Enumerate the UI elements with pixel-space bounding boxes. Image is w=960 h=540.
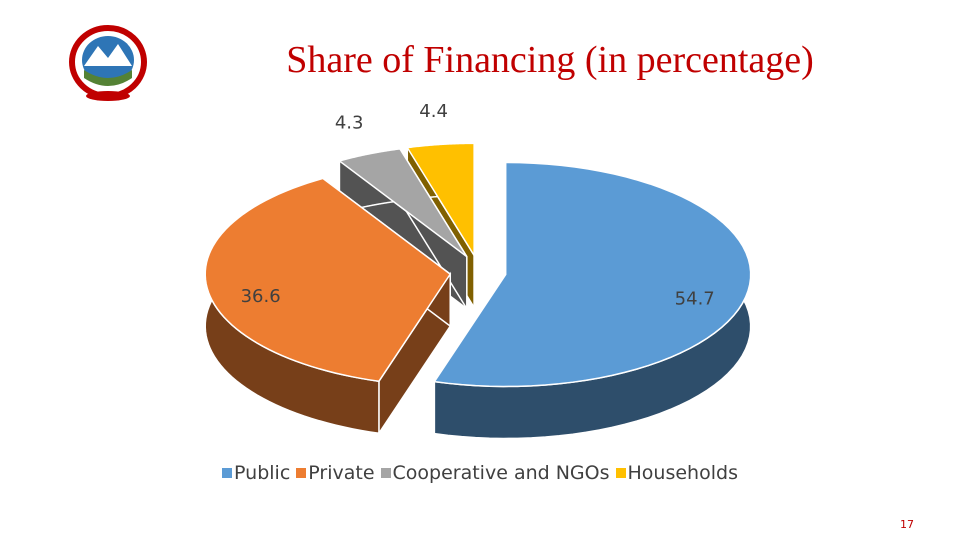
data-label: 36.6 bbox=[241, 286, 281, 307]
legend-item: Private bbox=[296, 462, 375, 484]
legend: Public Private Cooperative and NGOs Househo… bbox=[0, 462, 960, 484]
slice bbox=[406, 142, 475, 258]
legend-item: Cooperative and NGOs bbox=[380, 462, 610, 484]
data-label: 4.4 bbox=[419, 101, 448, 122]
legend-swatch bbox=[615, 468, 626, 478]
legend-item: Households bbox=[615, 462, 738, 484]
legend-label: Private bbox=[308, 462, 375, 484]
slice bbox=[433, 161, 752, 388]
data-label: 54.7 bbox=[675, 288, 715, 309]
slice bbox=[204, 177, 452, 383]
emblem bbox=[69, 25, 147, 101]
slice bbox=[337, 148, 468, 258]
page-number: 17 bbox=[900, 518, 914, 531]
legend-swatch bbox=[296, 468, 307, 478]
legend-label: Cooperative and NGOs bbox=[392, 462, 610, 484]
legend-label: Households bbox=[627, 462, 738, 484]
legend-swatch bbox=[380, 468, 391, 478]
legend-label: Public bbox=[234, 462, 291, 484]
data-label: 4.3 bbox=[335, 112, 364, 133]
legend-item: Public bbox=[222, 462, 290, 484]
legend-swatch bbox=[222, 468, 233, 478]
chart-title: Share of Financing (in percentage) bbox=[286, 39, 814, 81]
